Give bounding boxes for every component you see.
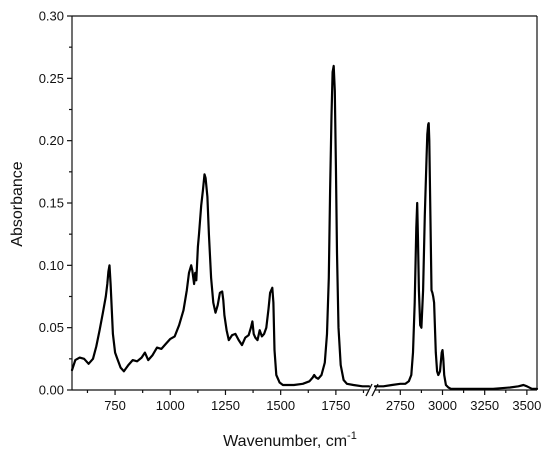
y-tick-label: 0.15 <box>39 196 64 211</box>
x-tick-label: 1500 <box>266 398 295 413</box>
y-tick-label: 0.00 <box>39 383 64 398</box>
x-tick-label: 1750 <box>321 398 350 413</box>
x-axis-label-superscript: -1 <box>347 430 357 442</box>
x-tick-label: 3250 <box>470 398 499 413</box>
x-tick-label: 2750 <box>386 398 415 413</box>
x-axis-label: Wavenumber, cm-1 <box>223 430 357 450</box>
absorbance-line-segment <box>70 64 371 388</box>
x-axis: 750 1000 1250 1500 1750 2750 3000 3250 3500 <box>72 15 541 413</box>
y-tick-label: 0.10 <box>39 258 64 273</box>
y-axis-label: Absorbance <box>9 161 26 246</box>
absorbance-line-segment <box>373 122 539 390</box>
x-tick-label: 3500 <box>512 398 541 413</box>
y-tick-label: 0.30 <box>39 9 64 24</box>
x-axis-label-text: Wavenumber, cm <box>223 433 347 450</box>
axis-break-mark <box>365 383 373 397</box>
absorbance-series <box>70 64 539 390</box>
y-tick-label: 0.20 <box>39 133 64 148</box>
x-tick-label: 1000 <box>156 398 185 413</box>
x-tick-label: 3000 <box>428 398 457 413</box>
y-tick-label: 0.05 <box>39 320 64 335</box>
y-tick-label: 0.25 <box>39 71 64 86</box>
y-axis: 0.00 0.05 0.10 0.15 0.20 0.25 0.30 <box>39 9 538 398</box>
x-tick-label: 750 <box>104 398 126 413</box>
x-tick-label: 1250 <box>211 398 240 413</box>
